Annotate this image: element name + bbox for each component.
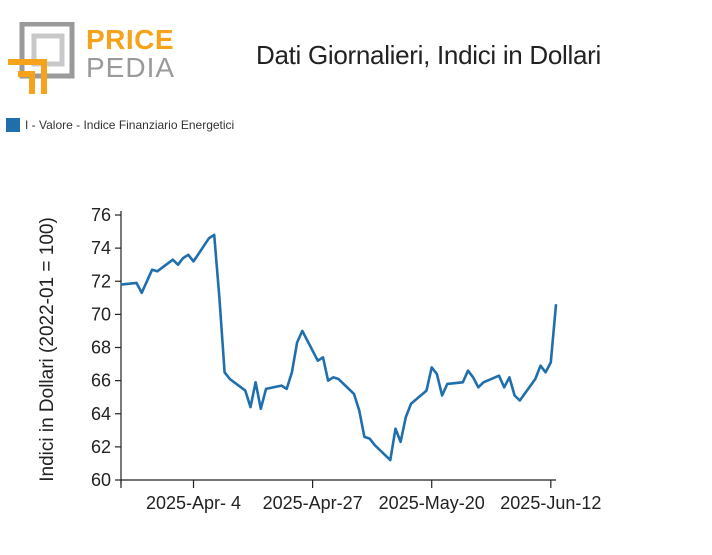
data-point [545, 371, 547, 373]
data-point [467, 370, 469, 372]
data-point [519, 399, 521, 402]
data-point [368, 437, 371, 440]
data-point [539, 365, 542, 367]
data-point [337, 378, 340, 380]
data-point [389, 459, 391, 461]
y-tick-label: 64 [91, 404, 111, 424]
logo-text-price: PRICE [86, 24, 175, 55]
logo-mark-icon [8, 21, 75, 94]
data-point [410, 403, 412, 405]
data-point [244, 389, 246, 392]
data-point [301, 330, 303, 332]
data-point [151, 269, 153, 271]
data-point [374, 444, 376, 446]
data-point [286, 388, 288, 390]
data-point [513, 394, 516, 397]
y-tick-label: 60 [91, 470, 111, 490]
data-point [472, 376, 474, 378]
data-point [317, 360, 319, 362]
y-tick-label: 62 [91, 437, 111, 457]
data-point [503, 386, 505, 388]
y-tick-label: 74 [91, 238, 111, 258]
data-point [213, 234, 215, 236]
data-point [229, 378, 231, 380]
data-point [436, 373, 438, 375]
data-point [223, 371, 226, 373]
data-point [322, 356, 324, 359]
data-point [192, 260, 195, 262]
pricepedia-logo: PRICE PEDIA [8, 21, 174, 94]
data-point [358, 409, 360, 412]
y-tick-label: 66 [91, 371, 111, 391]
data-point [182, 257, 184, 259]
data-point [482, 381, 485, 383]
chart-title: Dati Giornalieri, Indici in Dollari [256, 40, 601, 70]
series-group [120, 233, 558, 462]
data-point [555, 303, 557, 306]
data-point [508, 376, 510, 378]
data-point [327, 380, 329, 382]
data-point [120, 283, 122, 286]
data-point [135, 282, 138, 284]
data-point [425, 389, 428, 392]
data-point [255, 381, 257, 383]
data-point [477, 386, 479, 388]
y-tick-label: 68 [91, 338, 111, 358]
data-point [462, 381, 464, 383]
data-point [550, 361, 552, 364]
x-tick-label: 2025-Apr- 4 [146, 493, 241, 513]
logo-text-pedia: PEDIA [86, 52, 176, 83]
data-point [363, 436, 365, 438]
data-point [394, 428, 397, 430]
data-point [141, 292, 143, 294]
data-point [534, 378, 536, 380]
data-point [187, 254, 189, 256]
data-point [431, 366, 433, 368]
data-point [446, 383, 448, 385]
legend-label: I - Valore - Indice Finanziario Energeti… [25, 118, 235, 132]
y-tick-label: 76 [91, 205, 111, 225]
data-point [177, 264, 179, 266]
data-point [405, 416, 407, 418]
y-tick-label: 72 [91, 271, 111, 291]
data-point [260, 408, 262, 410]
data-point [208, 237, 210, 239]
x-axis: 2025-Apr- 4 2025-Apr-27 2025-May-20 2025-Ju… [120, 479, 601, 513]
data-point [249, 406, 252, 408]
legend-swatch [6, 118, 20, 132]
data-point [332, 376, 334, 378]
x-tick-label: 2025-Jun-12 [500, 493, 601, 513]
series-line [120, 233, 558, 462]
y-tick-label: 70 [91, 304, 111, 324]
data-point [265, 388, 267, 390]
x-tick-label: 2025-Apr-27 [263, 493, 363, 513]
data-point [498, 375, 500, 377]
data-point [291, 371, 293, 373]
data-point [296, 341, 298, 344]
data-point [218, 297, 220, 299]
data-point [353, 393, 355, 395]
data-point [441, 394, 443, 397]
y-axis-title: Indici in Dollari (2022-01 = 100) [37, 217, 58, 482]
x-tick-label: 2025-May-20 [379, 493, 485, 513]
data-point [280, 384, 283, 387]
y-axis: 60 62 64 66 68 70 72 74 76 [91, 205, 122, 490]
data-point [172, 259, 174, 261]
legend[interactable]: I - Valore - Indice Finanziario Energeti… [6, 118, 234, 132]
data-point [156, 270, 158, 272]
data-point [146, 280, 148, 282]
data-point [400, 441, 402, 443]
